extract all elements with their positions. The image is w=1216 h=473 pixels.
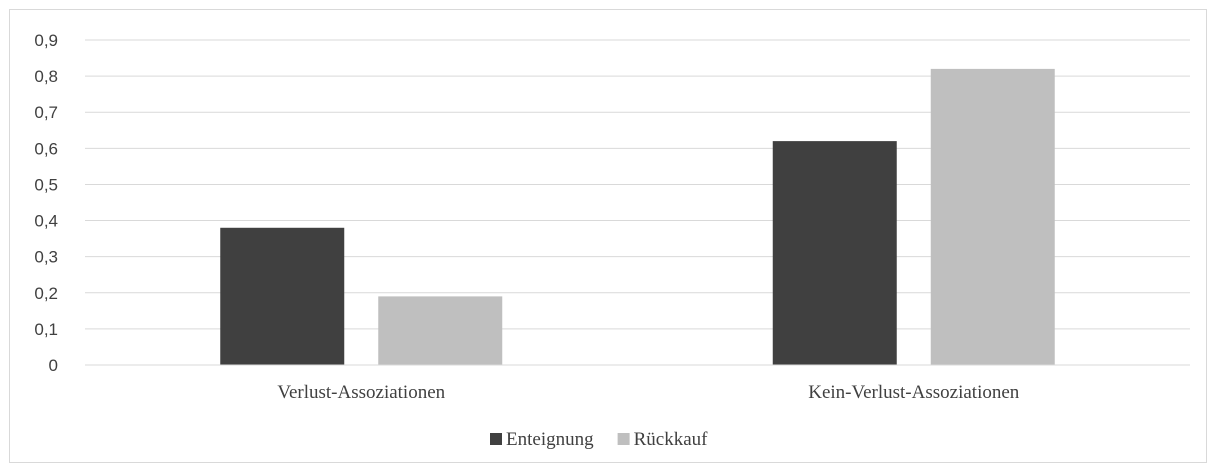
bars bbox=[220, 68, 1055, 365]
legend-swatch bbox=[617, 433, 630, 445]
bar-enteignung bbox=[220, 227, 345, 365]
y-tick-label: 0,2 bbox=[34, 284, 58, 303]
y-tick-label: 0,7 bbox=[34, 103, 58, 122]
y-tick-label: 0,3 bbox=[34, 248, 58, 267]
y-tick-label: 0,5 bbox=[34, 175, 58, 194]
bar-rueckkauf bbox=[378, 296, 503, 365]
y-tick-label: 0 bbox=[49, 356, 58, 375]
y-tick-label: 0,4 bbox=[34, 212, 58, 231]
y-tick-label: 0,8 bbox=[34, 67, 58, 86]
legend-item-rueckkauf: Rückkauf bbox=[617, 429, 709, 450]
bar-rueckkauf bbox=[930, 68, 1055, 365]
legend-label: Rückkauf bbox=[634, 429, 709, 450]
y-tick-label: 0,6 bbox=[34, 139, 58, 158]
x-axis-labels: Verlust-Assoziationen Kein-Verlust-Assozi… bbox=[85, 364, 1190, 403]
y-tick-label: 0,1 bbox=[34, 320, 58, 339]
legend: Enteignung Rückkauf bbox=[490, 429, 708, 450]
x-category-label: Kein-Verlust-Assoziationen bbox=[808, 382, 1020, 403]
x-category-label: Verlust-Assoziationen bbox=[277, 382, 445, 403]
y-tick-label: 0,9 bbox=[34, 31, 58, 50]
legend-item-enteignung: Enteignung bbox=[490, 429, 594, 450]
legend-swatch bbox=[490, 433, 502, 445]
y-axis-ticks: 0 0,1 0,2 0,3 0,4 0,5 0,6 0,7 0,8 0,9 bbox=[34, 31, 58, 375]
legend-label: Enteignung bbox=[506, 429, 594, 450]
bar-enteignung bbox=[772, 141, 897, 365]
